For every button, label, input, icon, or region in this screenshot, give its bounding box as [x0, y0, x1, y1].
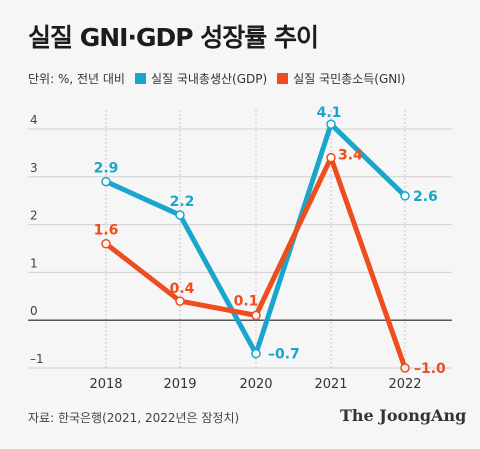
data-label-gni: –1.0 [414, 361, 446, 377]
legend-item-gni: 실질 국민총소득(GNI) [277, 70, 405, 87]
y-tick-label: 0 [30, 304, 38, 318]
x-tick-label: 2021 [314, 377, 347, 392]
y-tick-label: 4 [30, 113, 38, 127]
data-label-gdp: 4.1 [317, 105, 342, 121]
legend-swatch-gni [277, 73, 289, 84]
data-point-gdp [326, 119, 336, 129]
data-point-gni [175, 296, 185, 306]
data-point-gni [251, 310, 261, 321]
data-label-gdp: 2.2 [170, 194, 195, 210]
x-tick-label: 2022 [388, 377, 421, 392]
legend-label-gni: 실질 국민총소득(GNI) [293, 72, 406, 86]
data-label-gdp: 2.6 [413, 189, 438, 205]
chart-title: 실질 GNI·GDP 성장률 추이 [28, 23, 319, 52]
data-point-gdp [101, 176, 111, 187]
x-tick-label: 2020 [239, 377, 272, 392]
y-tick-label: –1 [30, 352, 44, 366]
data-label-gni: 1.6 [94, 223, 119, 239]
x-tick-label: 2018 [89, 377, 122, 392]
data-point-gni [101, 238, 111, 249]
y-tick-label: 2 [30, 209, 38, 223]
y-tick-label: 1 [30, 256, 38, 270]
data-point-gdp [400, 191, 410, 201]
legend-label-gdp: 실질 국내총생산(GDP) [150, 72, 268, 86]
legend-item-gdp: 실질 국내총생산(GDP) [134, 70, 268, 87]
data-point-gni [400, 363, 410, 373]
data-label-gni: 0.4 [170, 281, 195, 297]
data-label-gni: 3.4 [338, 148, 363, 164]
data-point-gdp [175, 210, 185, 220]
x-tick-label: 2019 [163, 377, 196, 392]
source-note: 자료: 한국은행(2021, 2022년은 잠정치) [28, 411, 240, 425]
publisher-logo: The JoongAng [340, 406, 467, 425]
data-label-gni: 0.1 [234, 293, 259, 309]
unit-note: 단위: %, 전년 대비 [28, 72, 125, 86]
data-label-gdp: –0.7 [268, 347, 300, 363]
legend-row: 단위: %, 전년 대비 실질 국내총생산(GDP) 실질 국민총소득(GNI) [28, 70, 405, 87]
data-point-gdp [251, 348, 261, 359]
data-point-gni [326, 152, 336, 163]
legend-swatch-gdp [134, 73, 146, 84]
data-label-gdp: 2.9 [94, 161, 119, 177]
y-tick-label: 3 [30, 161, 38, 175]
